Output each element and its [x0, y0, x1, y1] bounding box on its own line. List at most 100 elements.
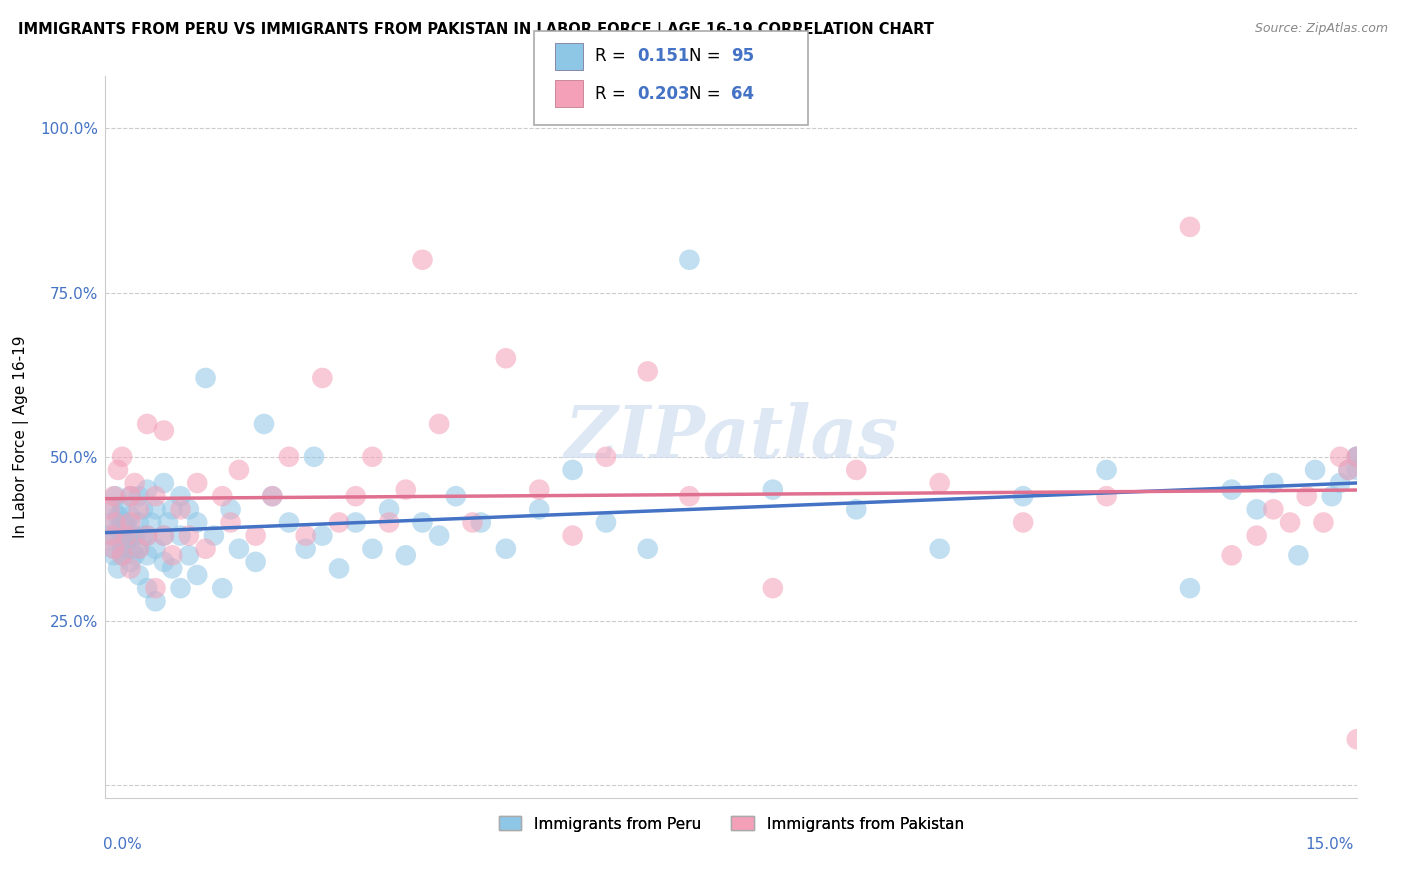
Point — [107, 463, 129, 477]
Point — [228, 541, 250, 556]
Point — [211, 581, 233, 595]
Point — [344, 516, 367, 530]
Point — [1095, 489, 1118, 503]
Point — [111, 541, 134, 556]
Point — [120, 561, 142, 575]
Point — [1178, 581, 1201, 595]
Point — [278, 450, 301, 464]
Point — [177, 502, 200, 516]
Point — [128, 489, 150, 503]
Point — [186, 516, 208, 530]
Point — [361, 450, 384, 464]
Text: 95: 95 — [731, 47, 754, 65]
Point — [1286, 549, 1309, 563]
Point — [128, 516, 150, 530]
Point — [132, 528, 155, 542]
Point — [1329, 476, 1351, 491]
Point — [1329, 450, 1351, 464]
Point — [595, 450, 617, 464]
Point — [128, 502, 150, 516]
Point — [186, 568, 208, 582]
Point — [427, 528, 450, 542]
Point — [186, 476, 208, 491]
Point — [1320, 489, 1343, 503]
Point — [637, 541, 659, 556]
Point — [169, 489, 191, 503]
Text: R =: R = — [595, 47, 631, 65]
Point — [561, 528, 583, 542]
Text: R =: R = — [595, 85, 631, 103]
Point — [311, 371, 333, 385]
Point — [1178, 219, 1201, 234]
Point — [1337, 463, 1360, 477]
Point — [395, 549, 418, 563]
Point — [678, 252, 700, 267]
Point — [378, 502, 401, 516]
Point — [427, 417, 450, 431]
Point — [107, 508, 129, 523]
Point — [762, 581, 785, 595]
Point — [169, 528, 191, 542]
Point — [145, 581, 167, 595]
Point — [228, 463, 250, 477]
Point — [561, 463, 583, 477]
Text: ZIPatlas: ZIPatlas — [564, 401, 898, 473]
Point — [101, 516, 124, 530]
Point — [1312, 516, 1334, 530]
Point — [136, 581, 159, 595]
Point — [103, 502, 125, 516]
Point — [302, 450, 325, 464]
Point — [262, 489, 284, 503]
Point — [98, 502, 121, 516]
Point — [120, 489, 142, 503]
Point — [153, 528, 176, 542]
Point — [361, 541, 384, 556]
Point — [145, 594, 167, 608]
Point — [136, 417, 159, 431]
Point — [120, 541, 142, 556]
Point — [845, 463, 868, 477]
Point — [120, 528, 142, 542]
Point — [928, 476, 950, 491]
Point — [103, 489, 125, 503]
Point — [1346, 450, 1368, 464]
Point — [136, 549, 159, 563]
Point — [124, 528, 146, 542]
Point — [211, 489, 233, 503]
Point — [595, 516, 617, 530]
Point — [1095, 463, 1118, 477]
Point — [1263, 476, 1285, 491]
Point — [1012, 516, 1035, 530]
Point — [470, 516, 492, 530]
Point — [160, 502, 183, 516]
Point — [344, 489, 367, 503]
Point — [1263, 502, 1285, 516]
Text: Source: ZipAtlas.com: Source: ZipAtlas.com — [1254, 22, 1388, 36]
Text: 0.203: 0.203 — [637, 85, 689, 103]
Point — [1346, 450, 1368, 464]
Point — [637, 364, 659, 378]
Text: N =: N = — [689, 85, 725, 103]
Point — [194, 371, 217, 385]
Point — [1346, 463, 1368, 477]
Point — [128, 541, 150, 556]
Point — [98, 528, 121, 542]
Text: 15.0%: 15.0% — [1306, 838, 1354, 852]
Point — [111, 502, 134, 516]
Point — [104, 516, 127, 530]
Point — [1220, 483, 1243, 497]
Point — [411, 516, 433, 530]
Point — [529, 483, 551, 497]
Point — [132, 502, 155, 516]
Point — [111, 549, 134, 563]
Point — [103, 541, 125, 556]
Point — [115, 535, 138, 549]
Text: 0.0%: 0.0% — [103, 838, 142, 852]
Point — [495, 351, 517, 366]
Point — [111, 450, 134, 464]
Text: 64: 64 — [731, 85, 754, 103]
Text: IMMIGRANTS FROM PERU VS IMMIGRANTS FROM PAKISTAN IN LABOR FORCE | AGE 16-19 CORR: IMMIGRANTS FROM PERU VS IMMIGRANTS FROM … — [18, 22, 934, 38]
Point — [107, 522, 129, 536]
Point — [145, 489, 167, 503]
Point — [153, 424, 176, 438]
